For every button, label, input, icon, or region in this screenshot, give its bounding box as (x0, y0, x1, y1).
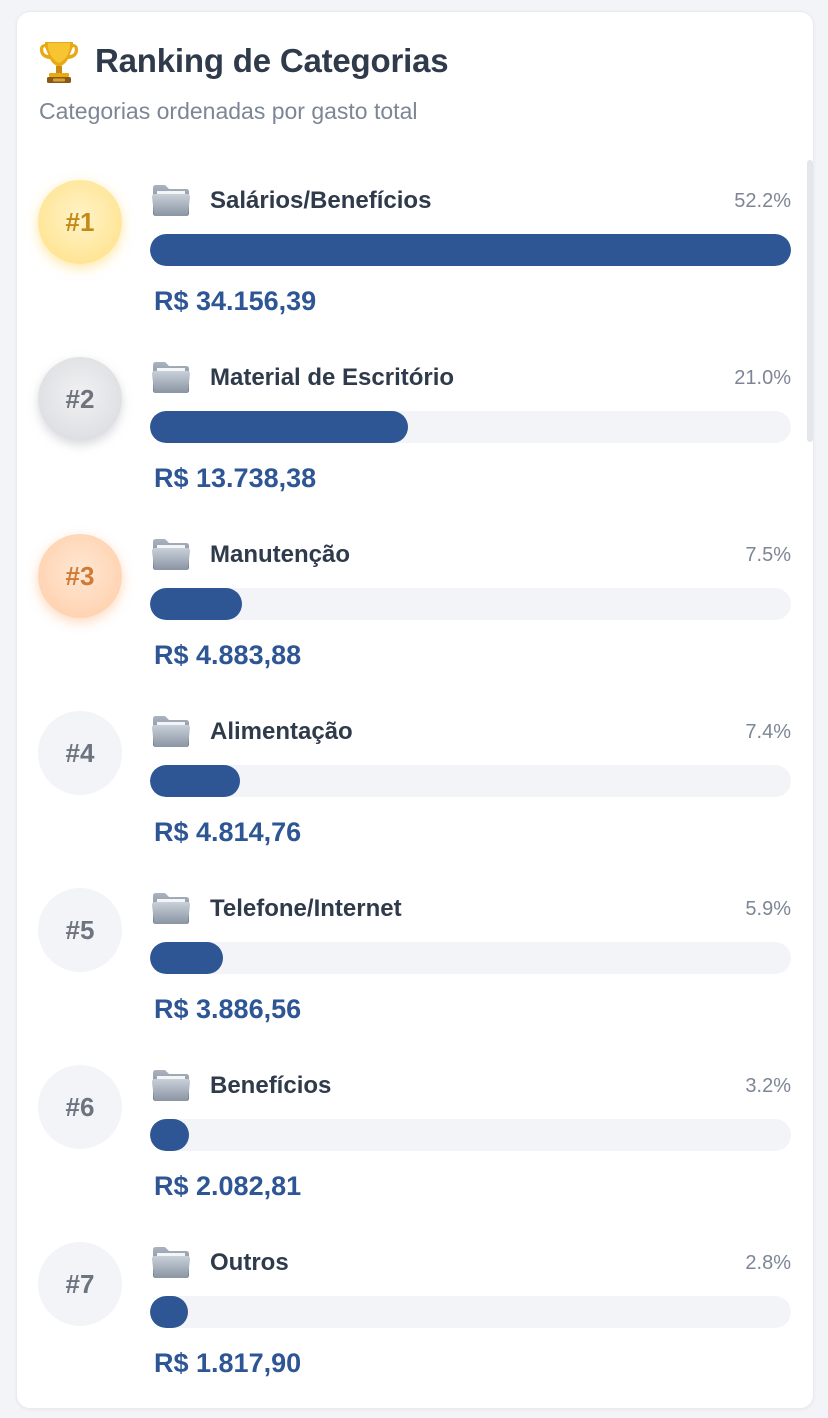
folder-icon (152, 716, 190, 747)
category-name: Outros (210, 1249, 289, 1276)
rank-badge: #3 (38, 534, 122, 618)
category-percent: 21.0% (734, 367, 791, 389)
ranking-row-7: #7 Outros 2.8% R$ 1.817,90 (17, 1242, 813, 1408)
rank-badge: #6 (38, 1065, 122, 1149)
progress-track (150, 411, 791, 443)
category-name: Material de Escritório (210, 364, 455, 391)
folder-icon (152, 539, 190, 570)
category-name: Salários/Benefícios (210, 187, 432, 214)
progress-track (150, 942, 791, 974)
category-amount: R$ 1.817,90 (154, 1348, 302, 1378)
progress-fill (150, 411, 408, 443)
page-title: Ranking de Categorias (95, 42, 449, 79)
progress-fill (150, 942, 224, 974)
category-amount: R$ 2.082,81 (154, 1171, 302, 1201)
scrollbar[interactable] (805, 160, 813, 1408)
scrollbar-thumb[interactable] (807, 160, 813, 442)
page-subtitle: Categorias ordenadas por gasto total (39, 98, 418, 124)
card-header: Ranking de Categorias (39, 36, 449, 86)
progress-track (150, 1119, 791, 1151)
category-percent: 2.8% (745, 1252, 791, 1274)
category-percent: 3.2% (745, 1075, 791, 1097)
category-amount: R$ 3.886,56 (154, 994, 302, 1024)
progress-fill (150, 1296, 188, 1328)
rank-badge: #5 (38, 888, 122, 972)
category-amount: R$ 4.814,76 (154, 817, 302, 847)
progress-fill (150, 765, 241, 797)
category-percent: 52.2% (734, 190, 791, 212)
ranking-row-2: #2 Material de Escritório 21.0% R$ 13.73… (17, 357, 813, 527)
ranking-row-1: #1 Salários/Benefícios 52.2% R$ 34.156,3… (17, 180, 813, 350)
category-amount: R$ 4.883,88 (154, 640, 302, 670)
ranking-row-4: #4 Alimentação 7.4% R$ 4.814,76 (17, 711, 813, 881)
rank-badge: #4 (38, 711, 122, 795)
folder-icon (152, 1247, 190, 1278)
folder-icon (152, 893, 190, 924)
trophy-icon (39, 42, 79, 83)
category-name: Manutenção (210, 541, 351, 568)
rank-badge: #7 (38, 1242, 122, 1326)
rank-badge: #1 (38, 180, 122, 264)
progress-fill (150, 588, 242, 620)
rank-badge: #2 (38, 357, 122, 441)
category-name: Alimentação (210, 718, 353, 745)
category-percent: 7.4% (745, 721, 791, 743)
ranking-row-3: #3 Manutenção 7.5% R$ 4.883,88 (17, 534, 813, 704)
category-amount: R$ 34.156,39 (154, 286, 317, 316)
ranking-row-5: #5 Telefone/Internet 5.9% R$ 3.886,56 (17, 888, 813, 1058)
progress-track (150, 588, 791, 620)
category-amount: R$ 13.738,38 (154, 463, 317, 493)
ranking-row-6: #6 Benefícios 3.2% R$ 2.082,81 (17, 1065, 813, 1235)
folder-icon (152, 185, 190, 216)
folder-icon (152, 362, 190, 393)
category-percent: 7.5% (745, 544, 791, 566)
category-name: Benefícios (210, 1072, 332, 1099)
progress-track (150, 1296, 791, 1328)
progress-fill (150, 1119, 190, 1151)
progress-track (150, 765, 791, 797)
progress-track (150, 234, 791, 266)
category-ranking-card: Ranking de Categorias Categorias ordenad… (16, 11, 814, 1409)
progress-fill (150, 234, 791, 266)
category-name: Telefone/Internet (210, 895, 402, 922)
category-percent: 5.9% (745, 898, 791, 920)
folder-icon (152, 1070, 190, 1101)
